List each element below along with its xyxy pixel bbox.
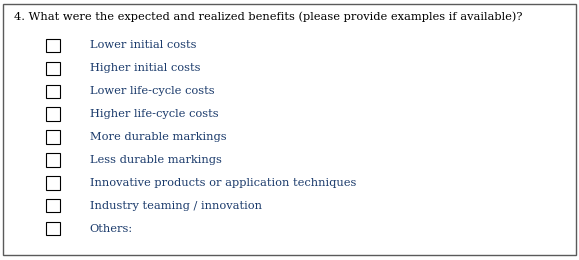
Bar — [46, 130, 60, 144]
Text: More durable markings: More durable markings — [90, 132, 226, 142]
Text: Industry teaming / innovation: Industry teaming / innovation — [90, 201, 262, 211]
Text: 4. What were the expected and realized benefits (please provide examples if avai: 4. What were the expected and realized b… — [14, 12, 523, 22]
Bar — [46, 39, 60, 52]
Text: Lower initial costs: Lower initial costs — [90, 41, 196, 50]
Bar — [46, 153, 60, 167]
Bar — [46, 62, 60, 75]
Text: Higher life-cycle costs: Higher life-cycle costs — [90, 109, 218, 119]
Bar — [46, 222, 60, 235]
Text: Lower life-cycle costs: Lower life-cycle costs — [90, 86, 214, 96]
Bar — [46, 176, 60, 190]
Bar — [46, 199, 60, 212]
Text: Others:: Others: — [90, 224, 133, 233]
Text: Innovative products or application techniques: Innovative products or application techn… — [90, 178, 356, 188]
Text: Higher initial costs: Higher initial costs — [90, 63, 200, 73]
Text: Less durable markings: Less durable markings — [90, 155, 222, 165]
Bar — [46, 84, 60, 98]
Bar — [46, 107, 60, 121]
